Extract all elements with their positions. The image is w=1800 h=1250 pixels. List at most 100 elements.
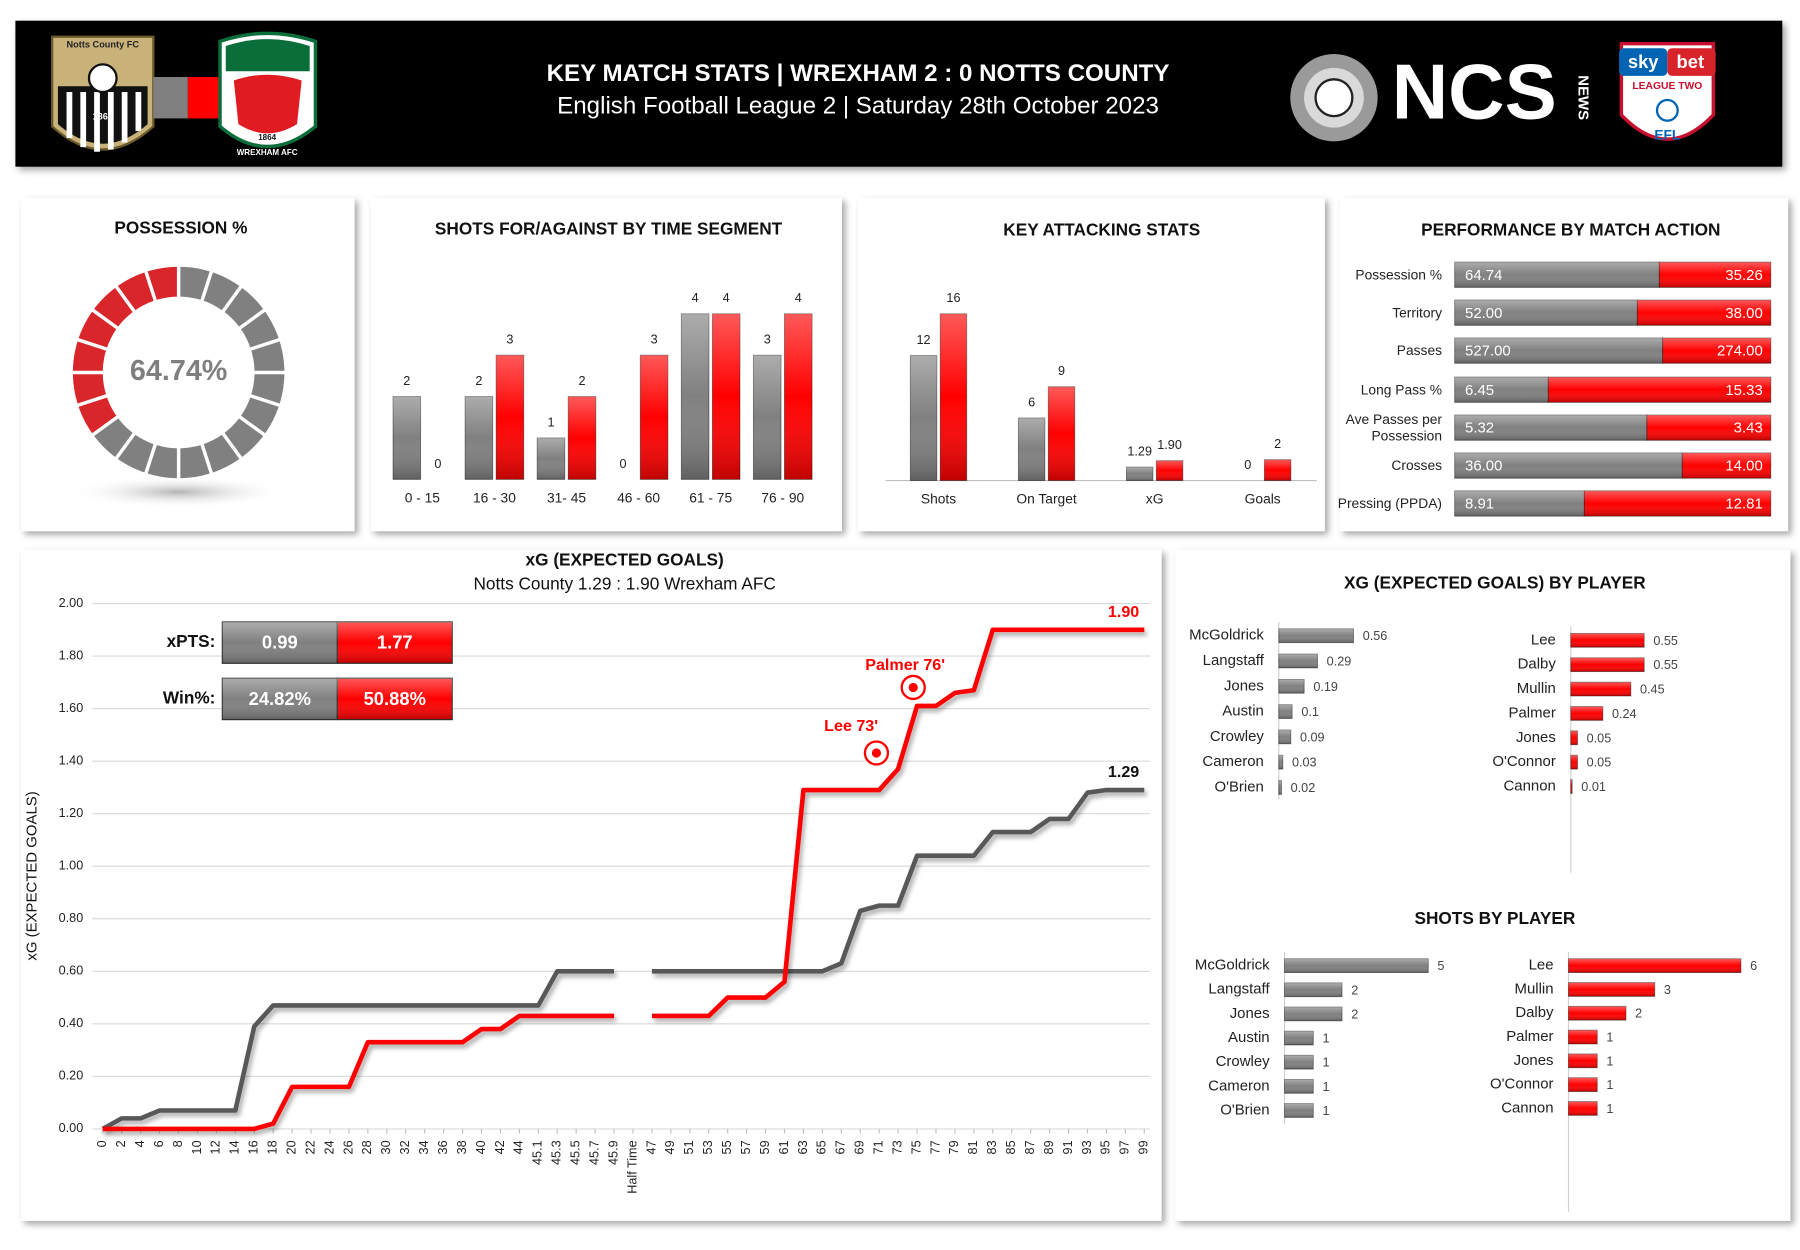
inset-shine <box>222 621 453 664</box>
bar <box>680 313 710 480</box>
brand-name: NCS <box>1392 47 1557 135</box>
y-tick-label: Langstaff <box>1208 981 1270 998</box>
x-tick-label: xG <box>1146 492 1164 507</box>
y-tick-label: Lee <box>1529 957 1554 974</box>
bar <box>1284 1006 1343 1022</box>
bar <box>495 354 525 480</box>
y-tick-label: Crowley <box>1216 1053 1270 1070</box>
x-tick-label: 40 <box>474 1140 488 1154</box>
x-tick-label: 47 <box>644 1140 658 1154</box>
x-tick-label: 6 <box>152 1140 166 1147</box>
x-tick-label: 53 <box>701 1140 715 1154</box>
header-title: KEY MATCH STATS | WREXHAM 2 : 0 NOTTS CO… <box>547 60 1170 87</box>
x-tick-label: 75 <box>909 1140 923 1154</box>
x-tick-label: 71 <box>872 1140 886 1154</box>
x-tick-label: 83 <box>985 1140 999 1154</box>
inset-label: Win%: <box>163 687 216 707</box>
bar <box>639 354 669 480</box>
bar <box>1017 417 1046 481</box>
bar <box>1278 780 1282 795</box>
data-label: 12.81 <box>1725 496 1762 513</box>
x-tick-label: 16 <box>247 1140 261 1154</box>
data-label: 38.00 <box>1725 305 1762 322</box>
donut-divider <box>113 284 137 314</box>
x-tick-label: 93 <box>1080 1140 1094 1154</box>
x-tick-label: 95 <box>1099 1140 1113 1154</box>
line-series <box>101 787 1145 1131</box>
y-tick-label: Cannon <box>1504 777 1556 794</box>
donut-divider <box>248 337 282 352</box>
y-tick-label: McGoldrick <box>1189 627 1264 644</box>
x-tick-label: 36 <box>436 1140 450 1154</box>
y-tick-label: Crowley <box>1210 728 1264 745</box>
y-tick-label: 0.20 <box>59 1069 84 1083</box>
y-tick-label: 0.40 <box>59 1016 84 1030</box>
inset-value: 0.99 <box>262 632 298 653</box>
bar <box>1568 958 1742 974</box>
panel-title: PERFORMANCE BY MATCH ACTION <box>1421 220 1720 240</box>
connector-red <box>187 77 221 119</box>
data-label: 0.09 <box>1300 730 1325 744</box>
donut-divider <box>220 430 244 461</box>
data-label: 0.02 <box>1291 781 1316 795</box>
x-tick-label: 97 <box>1118 1140 1132 1154</box>
bar <box>1284 1054 1314 1070</box>
x-tick-label: 42 <box>493 1140 507 1154</box>
donut-divider <box>199 269 214 304</box>
bar <box>1570 681 1632 697</box>
x-tick-label: 20 <box>284 1140 298 1154</box>
data-label: 6 <box>1028 395 1035 409</box>
donut-segment <box>72 266 179 437</box>
data-label: 4 <box>795 291 802 305</box>
x-tick-label: Shots <box>921 492 956 507</box>
x-tick-label: 34 <box>417 1140 431 1154</box>
bar <box>784 313 813 480</box>
x-tick-label: 0 <box>95 1140 109 1147</box>
x-tick-label: 65 <box>815 1140 829 1154</box>
panel-title: KEY ATTACKING STATS <box>1003 220 1200 240</box>
donut-divider <box>75 337 110 352</box>
connector-grey <box>153 77 188 119</box>
data-label: 6 <box>1750 959 1757 973</box>
data-label: 0 <box>620 457 627 471</box>
x-tick-label: 61 - 75 <box>689 491 732 506</box>
data-label: 0.55 <box>1653 658 1678 672</box>
data-label: 9 <box>1058 364 1065 378</box>
data-label: 3 <box>651 333 658 347</box>
brand-tag: NEWS <box>1574 75 1591 120</box>
x-tick-label: 45.7 <box>587 1140 601 1165</box>
data-label: 0 <box>434 457 441 471</box>
y-tick-label: Mullin <box>1515 980 1554 997</box>
x-tick-label: 87 <box>1023 1140 1037 1154</box>
data-label: 3.43 <box>1734 420 1763 437</box>
y-tick-label: McGoldrick <box>1195 957 1270 974</box>
data-label: 1 <box>547 415 554 429</box>
data-label: 2 <box>1274 437 1281 451</box>
donut-divider <box>237 414 268 438</box>
y-tick-label: Jones <box>1514 1052 1554 1069</box>
bar <box>1284 1079 1314 1094</box>
y-tick-label: Palmer <box>1506 1028 1553 1045</box>
league-sponsor-a: sky <box>1628 51 1659 72</box>
league-logo: sky bet LEAGUE TWO EFL <box>1619 41 1716 142</box>
y-tick-label: Mullin <box>1517 680 1556 697</box>
header-subtitle: English Football League 2 | Saturday 28t… <box>557 92 1159 119</box>
bar <box>1278 754 1284 770</box>
panel-title: SHOTS FOR/AGAINST BY TIME SEGMENT <box>435 218 783 238</box>
x-tick-label: 81 <box>966 1140 980 1154</box>
x-tick-label: 45.3 <box>550 1140 564 1165</box>
data-label: 1 <box>1606 1031 1613 1045</box>
bar <box>1278 678 1305 694</box>
y-tick-label: Jones <box>1230 1005 1270 1022</box>
data-label: 0.19 <box>1313 680 1338 694</box>
y-tick-label: Cannon <box>1501 1099 1553 1116</box>
y-tick-label: 2.00 <box>59 596 84 610</box>
end-label: 1.90 <box>1108 603 1139 621</box>
y-tick-label: 1.60 <box>59 701 84 715</box>
bar <box>1278 653 1318 669</box>
x-tick-label: 49 <box>663 1140 677 1154</box>
chart-subtitle: Notts County 1.29 : 1.90 Wrexham AFC <box>473 574 775 594</box>
bar <box>1284 1103 1314 1118</box>
bar <box>1570 730 1578 746</box>
